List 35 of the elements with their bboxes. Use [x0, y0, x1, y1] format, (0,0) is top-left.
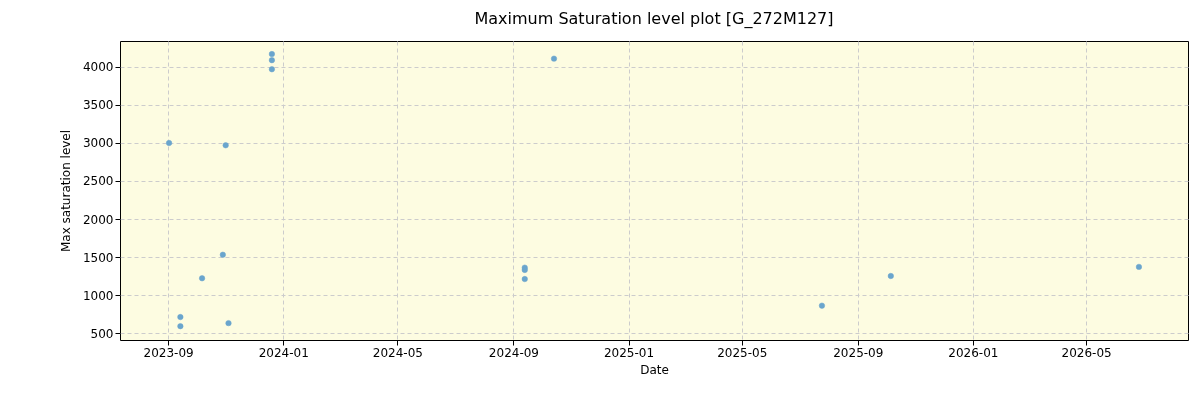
x-axis-title: Date	[640, 362, 669, 377]
y-axis-title: Max saturation level	[58, 129, 73, 253]
x-tick-label: 2025-01	[603, 345, 655, 360]
point	[551, 55, 557, 62]
point	[166, 140, 173, 146]
point	[219, 251, 226, 258]
y-tick-label: 3500	[82, 98, 114, 113]
x-tick-label: 2024-01	[258, 345, 309, 360]
point	[268, 51, 275, 58]
y-tick-label: 3000	[82, 136, 114, 151]
x-tick-label: 2025-09	[833, 345, 884, 360]
point	[222, 142, 229, 149]
point	[818, 302, 825, 309]
point	[1135, 263, 1142, 270]
x-tick-label: 2024-05	[372, 345, 423, 360]
x-tick-label: 2026-01	[948, 345, 999, 360]
x-tick-label: 2023-09	[143, 345, 194, 360]
point	[268, 66, 275, 73]
point	[225, 320, 232, 327]
point	[177, 314, 184, 321]
x-tick-label: 2025-05	[717, 345, 768, 360]
point	[199, 275, 206, 282]
point	[268, 57, 275, 64]
chart-title: Maximum Saturation level plot [G_272M127]	[474, 9, 834, 29]
point	[521, 276, 528, 283]
x-tick-label: 2026-05	[1061, 345, 1112, 360]
y-tick-label: 1000	[82, 288, 114, 303]
y-tick-label: 1500	[82, 250, 114, 265]
y-tick-label: 4000	[82, 60, 114, 75]
x-tick-label: 2024-09	[488, 345, 539, 360]
y-tick-label: 2500	[82, 174, 114, 189]
y-tick-label: 2000	[82, 212, 114, 227]
point	[887, 273, 894, 279]
point	[177, 323, 184, 330]
y-tick-label: 500	[90, 326, 114, 341]
